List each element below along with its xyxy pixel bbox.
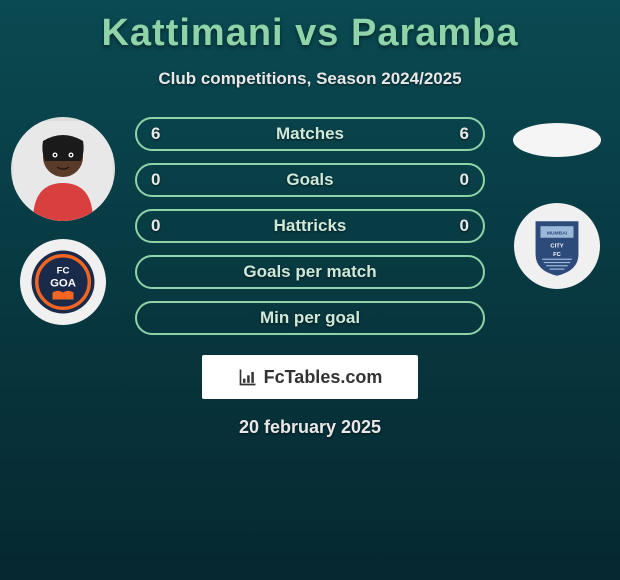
stat-right-value: 0 [460, 170, 469, 190]
right-club-badge: MUMBAI CITY FC [514, 203, 600, 289]
stat-row: Goals per match [135, 255, 485, 289]
player-avatar-icon [13, 121, 113, 221]
stat-row: 6 Matches 6 [135, 117, 485, 151]
mumbai-city-badge-icon: MUMBAI CITY FC [524, 213, 590, 279]
right-player-photo [513, 123, 601, 157]
branding-badge: FcTables.com [202, 355, 418, 399]
stat-label: Goals per match [243, 262, 376, 282]
svg-text:GOA: GOA [50, 277, 76, 289]
right-player-column: MUMBAI CITY FC [502, 117, 612, 289]
stat-label: Goals [286, 170, 333, 190]
stat-row: 0 Hattricks 0 [135, 209, 485, 243]
stat-left-value: 0 [151, 216, 160, 236]
svg-text:FC: FC [553, 252, 561, 258]
stat-label: Hattricks [274, 216, 347, 236]
date-text: 20 february 2025 [0, 417, 620, 438]
svg-text:CITY: CITY [550, 244, 563, 250]
stat-label: Matches [276, 124, 344, 144]
branding-text: FcTables.com [264, 367, 383, 388]
stat-row: Min per goal [135, 301, 485, 335]
stats-list: 6 Matches 6 0 Goals 0 0 Hattricks 0 Goal… [135, 117, 485, 335]
svg-text:MUMBAI: MUMBAI [547, 230, 568, 236]
comparison-panel: FC GOA MUMBAI CITY FC 6 Match [0, 117, 620, 438]
stat-left-value: 6 [151, 124, 160, 144]
stat-right-value: 6 [460, 124, 469, 144]
left-player-column: FC GOA [8, 117, 118, 325]
subtitle: Club competitions, Season 2024/2025 [0, 69, 620, 89]
svg-text:FC: FC [57, 265, 70, 276]
stat-row: 0 Goals 0 [135, 163, 485, 197]
left-club-badge: FC GOA [20, 239, 106, 325]
page-title: Kattimani vs Paramba [0, 0, 620, 55]
left-player-photo [11, 117, 115, 221]
fc-goa-badge-icon: FC GOA [28, 247, 98, 317]
stat-left-value: 0 [151, 170, 160, 190]
chart-icon [238, 367, 258, 387]
stat-label: Min per goal [260, 308, 360, 328]
stat-right-value: 0 [460, 216, 469, 236]
